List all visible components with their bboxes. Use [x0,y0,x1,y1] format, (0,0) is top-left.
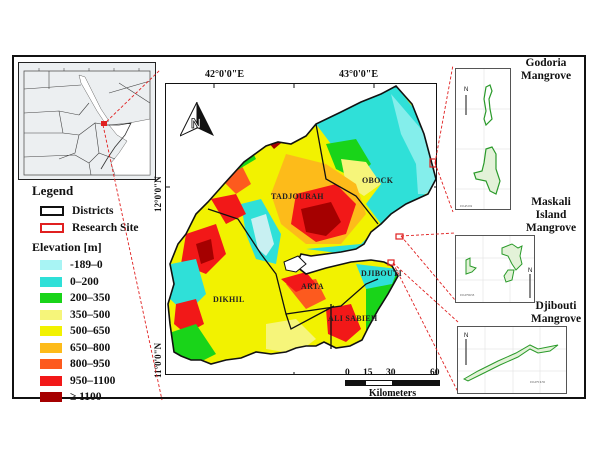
elevation-swatch [40,359,62,370]
elevation-class-row: -189–0 [32,257,162,274]
svg-text:0 0.45 0.9: 0 0.45 0.9 [460,204,473,208]
djibouti-research-site [387,259,395,266]
north-arrow-icon: N [464,87,468,93]
regional-overview-inset [18,62,156,180]
elevation-swatch [40,260,62,271]
legend-title: Legend [32,183,74,198]
scale-bar: 0 15 30 60 Kilometers [345,368,440,399]
elevation-class-label: 650–800 [70,341,111,354]
elevation-class-label: 500–650 [70,325,111,338]
north-arrow-icon: N [178,101,214,140]
elevation-title: Elevation [m] [32,240,102,254]
svg-text:N: N [528,268,532,274]
district-label-dikhil: DIKHIL [213,295,245,304]
elevation-class-row: 800–950 [32,356,162,373]
maskali-title-line3: Mangrove [525,222,577,234]
district-label-tadjourah: TADJOURAH [271,192,324,201]
maskali-title-line2: Island [535,209,567,221]
elevation-class-row: 650–800 [32,340,162,357]
djibouti-title-line2: Mangrove [530,313,582,325]
scale-tick: 60 [430,368,440,378]
elevation-class-label: 350–500 [70,308,111,321]
districts-swatch [40,206,64,217]
maskali-island-mangrove-inset: N 0 0.2750.55 [455,235,535,303]
djibouti-mangrove-title: Djibouti Mangrove [528,300,584,326]
district-label-arta: ARTA [301,282,324,291]
scale-bar-ticks: 0 15 30 60 [345,368,440,378]
elevation-class-row: 200–350 [32,290,162,307]
scale-bar-unit: Kilometers [368,388,417,399]
district-label-djibouti: DJIBOUTI [361,269,403,278]
svg-text:N: N [191,115,201,131]
legend-research-site-row: Research Site [32,220,162,237]
district-label-ali-sabieh: ALI SABIEH [328,314,378,323]
elevation-swatch [40,276,62,287]
district-label-obock: OBOCK [362,176,394,185]
elevation-class-row: 350–500 [32,307,162,324]
elevation-class-row: 0–200 [32,274,162,291]
elevation-class-label: 950–1100 [70,374,116,387]
elevation-swatch [40,342,62,353]
godoria-title-line2: Mangrove [520,70,572,82]
legend-districts-label: Districts [72,205,114,218]
elevation-swatch [40,326,62,337]
elevation-class-label: 800–950 [70,358,111,371]
map-legend: Legend Districts Research Site Elevation… [32,183,162,406]
legend-districts-row: Districts [32,203,162,220]
godoria-research-site [429,158,436,168]
djibouti-elevation-map: N OBOCK TADJOURAH DJIBOUTI ARTA DIKHIL A… [165,83,437,375]
regional-map-svg [19,63,155,179]
elevation-swatch [40,309,62,320]
scale-tick: 0 [345,368,350,378]
elevation-class-label: ≥ 1100 [70,391,102,404]
djibouti-mangrove-inset: N 0 0.275 0.55 [457,326,567,394]
elevation-class-row: 500–650 [32,323,162,340]
scale-tick: 15 [363,368,373,378]
elevation-class-label: 0–200 [70,275,99,288]
svg-text:0 0.275 0.55: 0 0.275 0.55 [530,380,546,384]
djibouti-title-line1: Djibouti [535,300,577,312]
elevation-class-label: 200–350 [70,292,111,305]
elevation-class-row: ≥ 1100 [32,389,162,406]
elevation-class-label: -189–0 [70,259,103,272]
godoria-title-line1: Godoria [525,57,567,69]
maskali-title: Maskali Island Mangrove [520,196,582,235]
longitude-label-43: 43°0'0"E [339,69,378,80]
scale-bar-graphic [345,380,440,386]
legend-research-site-label: Research Site [72,221,139,234]
svg-text:0 0.2750.55: 0 0.2750.55 [460,293,475,297]
godoria-title: Godoria Mangrove [510,57,582,83]
godoria-mangrove-inset: N 0 0.45 0.9 [455,68,511,210]
elevation-swatch [40,392,62,403]
longitude-label-42: 42°0'0"E [205,69,244,80]
elevation-swatch [40,375,62,386]
research-site-swatch [40,222,64,233]
maskali-research-site [395,233,404,240]
north-arrow-icon: N [464,333,468,339]
elevation-swatch [40,293,62,304]
scale-tick: 30 [386,368,396,378]
maskali-title-line1: Maskali [531,196,571,208]
elevation-class-row: 950–1100 [32,373,162,390]
